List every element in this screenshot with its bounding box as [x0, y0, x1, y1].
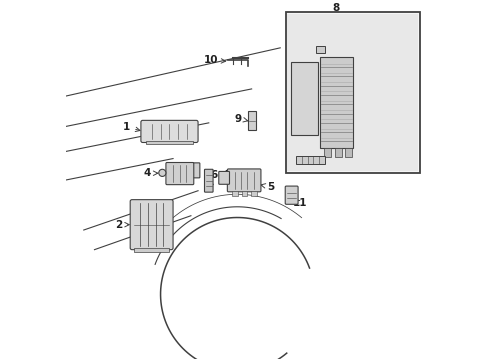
Bar — [241, 191, 247, 196]
Text: 11: 11 — [292, 198, 306, 208]
Bar — [334, 148, 341, 157]
Text: 1: 1 — [123, 122, 140, 132]
Text: 4: 4 — [143, 168, 158, 178]
FancyBboxPatch shape — [188, 163, 200, 178]
Text: 7: 7 — [221, 170, 232, 180]
Bar — [285, 12, 419, 173]
FancyBboxPatch shape — [141, 120, 198, 143]
FancyBboxPatch shape — [204, 169, 213, 192]
Bar — [287, 14, 417, 171]
Text: 5: 5 — [261, 182, 274, 192]
FancyBboxPatch shape — [319, 57, 353, 148]
FancyBboxPatch shape — [247, 111, 255, 130]
Circle shape — [159, 169, 165, 176]
Text: 2: 2 — [115, 220, 129, 230]
FancyBboxPatch shape — [290, 62, 317, 135]
Bar — [251, 191, 257, 196]
Bar — [231, 191, 237, 196]
Text: 8: 8 — [331, 3, 339, 13]
FancyBboxPatch shape — [227, 169, 261, 192]
FancyBboxPatch shape — [130, 200, 173, 250]
Bar — [134, 248, 169, 252]
FancyBboxPatch shape — [218, 171, 229, 184]
Bar — [146, 141, 192, 144]
Text: 10: 10 — [203, 55, 225, 65]
Text: 3: 3 — [176, 165, 189, 175]
Bar — [345, 148, 352, 157]
FancyBboxPatch shape — [165, 162, 193, 185]
Text: 6: 6 — [209, 170, 217, 188]
FancyBboxPatch shape — [315, 46, 324, 53]
FancyBboxPatch shape — [285, 186, 298, 204]
Text: 9: 9 — [234, 113, 247, 123]
Bar — [323, 148, 330, 157]
FancyBboxPatch shape — [296, 156, 324, 164]
